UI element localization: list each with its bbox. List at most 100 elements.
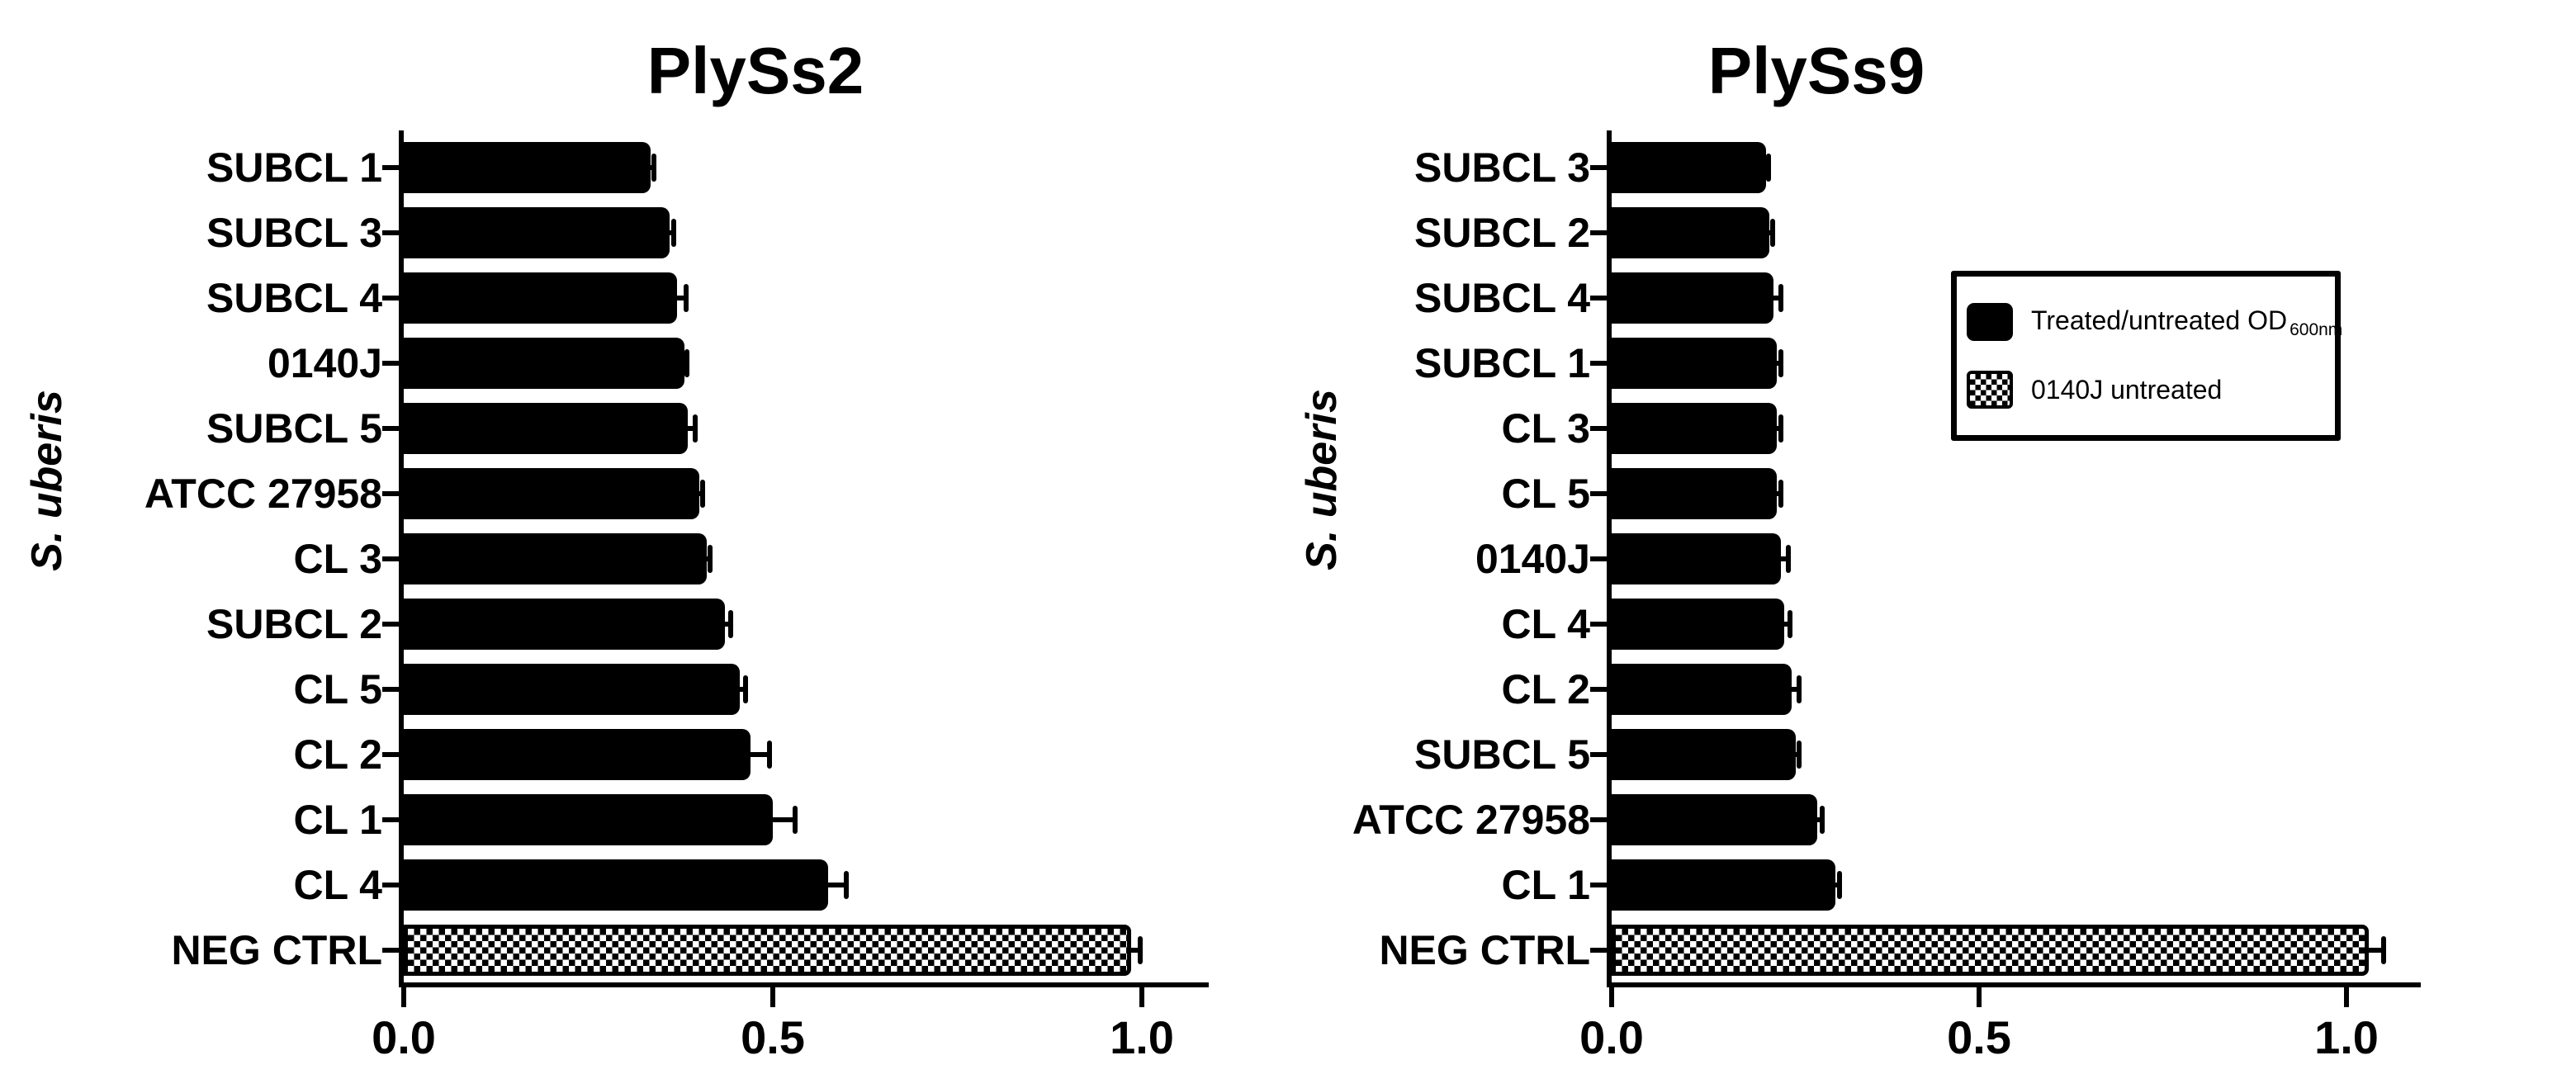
error-bar-whisker [2366, 948, 2385, 953]
error-bar-cap [766, 741, 772, 769]
category-label: CL 2 [1501, 666, 1590, 712]
error-bar-cap [1785, 545, 1791, 573]
error-bar-whisker [675, 296, 688, 301]
y-tick [1590, 230, 1607, 235]
bar-subcl-4 [1612, 272, 1773, 324]
bar-cl-5 [404, 664, 740, 715]
y-tick [1590, 948, 1607, 953]
legend-label-treated: Treated/untreated OD 600nm [2031, 305, 2343, 339]
error-bar-cap [1796, 741, 1802, 769]
legend: Treated/untreated OD 600nm 0140J untreate… [1951, 271, 2342, 441]
category-label: SUBCL 3 [1413, 144, 1590, 191]
error-bar-cap [1766, 154, 1772, 182]
y-tick [382, 296, 399, 301]
category-label: ATCC 27958 [1352, 797, 1590, 843]
error-bar-cap [844, 871, 850, 899]
x-tick [1977, 987, 1982, 1007]
bar-cl-2 [1612, 664, 1792, 715]
y-tick [1590, 296, 1607, 301]
y-tick [382, 883, 399, 887]
bar-neg-ctrl [404, 925, 1131, 976]
category-label: 0140J [267, 340, 382, 386]
error-bar-cap [1138, 936, 1144, 964]
x-tick [1609, 987, 1614, 1007]
error-bar-cap [693, 414, 698, 442]
x-tick [1139, 987, 1144, 1007]
x-tick-label: 1.0 [1110, 1011, 1174, 1063]
y-tick [382, 556, 399, 561]
category-label: CL 4 [1501, 601, 1590, 647]
bar-subcl-3 [404, 207, 670, 258]
x-tick [770, 987, 775, 1007]
error-bar-whisker [1790, 687, 1801, 692]
bar-subcl-1 [404, 142, 651, 193]
bar-cl-5 [1612, 468, 1778, 519]
error-bar-whisker [749, 752, 771, 757]
bar-cl-3 [1612, 403, 1778, 454]
bar-cl-3 [404, 533, 707, 584]
y-tick [1590, 556, 1607, 561]
category-label: 0140J [1475, 536, 1590, 582]
y-axis [1607, 130, 1612, 987]
error-bar-cap [671, 219, 677, 247]
category-label: CL 3 [293, 536, 382, 582]
bar-cl-4 [404, 859, 829, 911]
bar-atcc-27958 [404, 468, 699, 519]
error-bar-cap [2380, 936, 2386, 964]
error-bar-cap [1836, 871, 1842, 899]
y-axis [399, 130, 404, 987]
x-axis [1607, 982, 2421, 987]
x-axis [399, 982, 1209, 987]
x-tick-label: 1.0 [2314, 1011, 2379, 1063]
bar-cl-4 [1612, 599, 1785, 650]
error-bar-cap [651, 154, 657, 182]
y-tick [382, 687, 399, 692]
category-label: SUBCL 1 [1413, 340, 1590, 386]
y-tick [1590, 426, 1607, 431]
x-tick-label: 0.5 [741, 1011, 805, 1063]
bar-subcl-3 [1612, 142, 1766, 193]
error-bar-cap [742, 675, 748, 703]
y-tick [1590, 752, 1607, 757]
x-tick [2344, 987, 2349, 1007]
error-bar-cap [700, 480, 706, 508]
bar-subcl-5 [1612, 729, 1796, 780]
legend-label-subscript: 600nm [2290, 319, 2343, 339]
legend-swatch-checkered-icon [1967, 371, 2013, 409]
legend-item-treated: Treated/untreated OD 600nm [1967, 303, 2342, 341]
x-tick-label: 0.5 [1947, 1011, 2011, 1063]
category-label: SUBCL 3 [206, 210, 382, 256]
category-label: CL 1 [1501, 862, 1590, 908]
error-bar-cap [1778, 349, 1783, 377]
bar-cl-2 [404, 729, 751, 780]
y-tick [382, 230, 399, 235]
category-label: SUBCL 2 [206, 601, 382, 647]
error-bar-cap [728, 610, 734, 638]
y-tick [1590, 687, 1607, 692]
y-tick [382, 426, 399, 431]
category-label: CL 3 [1501, 405, 1590, 452]
error-bar-cap [708, 545, 713, 573]
error-bar-whisker [771, 817, 797, 822]
x-tick-label: 0.0 [372, 1011, 436, 1063]
bar-subcl-4 [404, 272, 677, 324]
category-label: SUBCL 5 [1413, 731, 1590, 778]
legend-item-untreated: 0140J untreated [1967, 371, 2335, 409]
error-bar-whisker [1778, 556, 1790, 561]
category-label: SUBCL 4 [206, 275, 382, 321]
error-bar-cap [1788, 610, 1793, 638]
error-bar-cap [1778, 414, 1783, 442]
category-label: CL 1 [293, 797, 382, 843]
y-tick [382, 622, 399, 627]
y-tick [1590, 817, 1607, 822]
category-label: CL 4 [293, 862, 382, 908]
y-tick [1590, 361, 1607, 366]
bar-subcl-5 [404, 403, 689, 454]
category-label: CL 5 [1501, 471, 1590, 517]
error-bar-cap [683, 284, 689, 312]
category-label: SUBCL 2 [1413, 210, 1590, 256]
bar-cl-1 [404, 794, 773, 845]
legend-label-untreated: 0140J untreated [2031, 375, 2223, 405]
bar-subcl-2 [1612, 207, 1770, 258]
error-bar-cap [1778, 284, 1783, 312]
